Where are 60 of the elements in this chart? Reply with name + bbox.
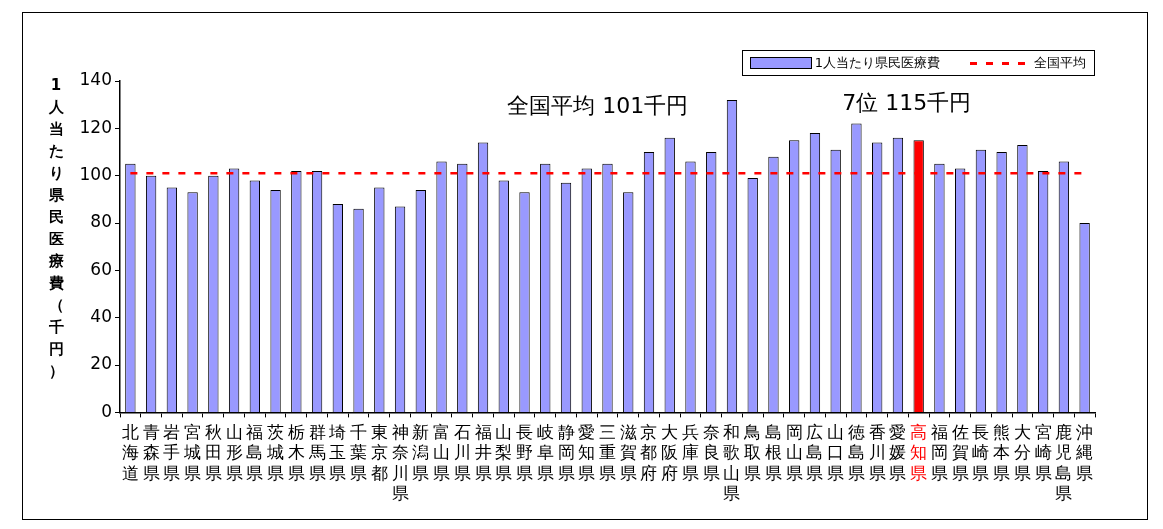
- y-tick-label: 140: [79, 69, 112, 90]
- x-tick-label: 愛知県: [578, 422, 596, 483]
- x-tick-label: 秋田県: [204, 422, 222, 483]
- x-tick-label: 佐賀県: [951, 422, 969, 483]
- x-tick-label: 岡山県: [785, 422, 803, 483]
- x-tick-label: 広島県: [806, 422, 824, 483]
- x-tick-label: 北海道: [121, 422, 139, 483]
- x-tick-label: 埼玉県: [328, 422, 347, 483]
- x-tick-label: 宮城県: [183, 422, 202, 483]
- x-tick-label: 鳥取県: [743, 422, 762, 483]
- legend-label: 1人当たり県民医療費: [814, 54, 940, 72]
- y-tick-label: 100: [79, 164, 112, 185]
- x-tick-label: 島根県: [764, 422, 782, 483]
- x-tick-label: 青森県: [142, 422, 160, 483]
- x-tick-label: 茨城県: [266, 422, 285, 483]
- y-tick-label: 60: [90, 258, 112, 279]
- x-tick-label: 大阪府: [661, 422, 679, 483]
- x-tick-label: 岐阜県: [536, 422, 554, 483]
- x-tick-label: 福岡県: [930, 422, 948, 483]
- x-tick-label: 静岡県: [557, 422, 575, 483]
- x-tick-label: 神奈川県: [391, 422, 409, 504]
- x-tick-label: 奈良県: [702, 422, 720, 483]
- x-tick-label: 石川県: [453, 422, 471, 483]
- x-tick-label: 東京都: [370, 422, 388, 483]
- x-tick-label: 山梨県: [495, 422, 513, 483]
- x-tick-label: 群馬県: [307, 422, 326, 483]
- annotation: 7位 115千円: [842, 89, 972, 115]
- y-tick-label: 0: [101, 400, 112, 421]
- y-tick-label: 20: [90, 353, 112, 374]
- x-tick-label: 沖縄県: [1075, 422, 1094, 483]
- legend-label: 全国平均: [1034, 54, 1086, 72]
- x-tick-label: 大分県: [1013, 422, 1031, 483]
- x-tick-label: 山形県: [225, 422, 243, 483]
- x-tick-label: 千葉県: [350, 422, 368, 483]
- x-tick-label: 徳島県: [847, 422, 865, 483]
- x-tick-label: 新潟県: [412, 422, 430, 483]
- x-tick-label: 愛媛県: [889, 422, 907, 483]
- x-tick-label: 兵庫県: [681, 422, 699, 483]
- x-tick-label: 京都府: [640, 422, 658, 483]
- y-tick-label: 120: [79, 116, 112, 137]
- x-tick-label: 福井県: [474, 422, 492, 483]
- x-tick-label: 和歌山県: [723, 422, 741, 504]
- x-tick-label: 長野県: [516, 422, 534, 483]
- x-tick-label: 宮崎県: [1034, 422, 1052, 483]
- x-tick-label: 長崎県: [972, 422, 990, 483]
- y-tick-label: 80: [90, 211, 112, 232]
- x-tick-label: 三重県: [599, 422, 616, 483]
- x-tick-label: 山口県: [827, 422, 845, 483]
- x-tick-label: 高知県: [910, 422, 928, 483]
- annotation: 全国平均 101千円: [507, 92, 689, 118]
- x-tick-label: 福島県: [246, 422, 264, 483]
- x-tick-label: 栃木県: [287, 422, 305, 483]
- text: 1人当たり県民医療費（千円）: [48, 76, 64, 380]
- x-tick-label: 岩手県: [163, 422, 181, 483]
- x-tick-label: 滋賀県: [619, 422, 637, 483]
- x-tick-label: 富山県: [433, 422, 451, 483]
- x-tick-label: 香川県: [868, 422, 886, 483]
- x-tick-label: 鹿児島県: [1055, 422, 1073, 504]
- x-tick-label: 熊本県: [993, 422, 1011, 483]
- y-tick-label: 40: [90, 306, 112, 327]
